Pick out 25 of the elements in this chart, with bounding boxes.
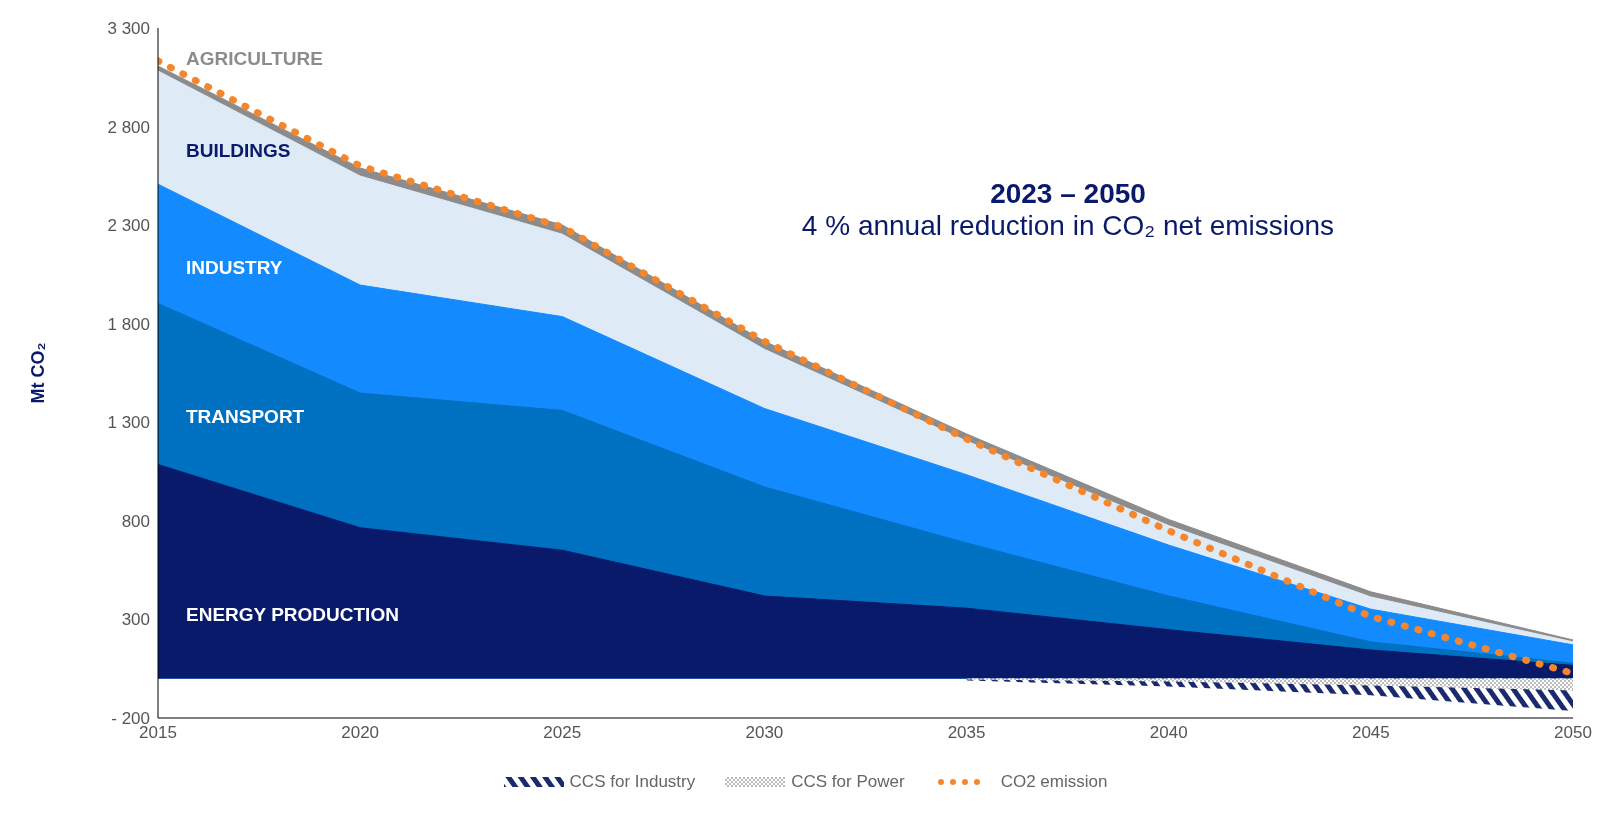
series-label: INDUSTRY <box>186 257 283 279</box>
x-tick-label: 2020 <box>341 723 380 743</box>
text: 2023 – 2050 <box>989 178 1147 210</box>
y-tick-label: 1 800 <box>107 314 150 334</box>
series-label: BUILDINGS <box>186 139 291 161</box>
y-tick-label: 800 <box>121 511 150 531</box>
y-tick-label: 2 800 <box>107 117 150 137</box>
y-axis-title: Mt CO₂ <box>28 342 49 404</box>
text: 4 % annual reduction in CO₂ net emissions <box>800 210 1336 242</box>
y-tick-label: 1 300 <box>107 413 150 433</box>
y-tick-label: 300 <box>121 610 150 630</box>
x-tick-label: 2025 <box>543 723 582 743</box>
x-tick-label: 2040 <box>1149 723 1188 743</box>
series-label: TRANSPORT <box>186 405 305 427</box>
x-tick-label: 2035 <box>947 723 986 743</box>
legend-label: CCS for Power <box>791 772 905 792</box>
series-label: AGRICULTURE <box>186 47 323 69</box>
legend-label: CCS for Industry <box>569 772 696 792</box>
x-tick-label: 2030 <box>745 723 784 743</box>
x-tick-label: 2050 <box>1554 723 1592 743</box>
x-tick-label: 2045 <box>1351 723 1390 743</box>
legend-label: CO2 emission <box>1000 772 1108 792</box>
y-tick-label: 3 300 <box>107 19 150 39</box>
y-tick-label: 2 300 <box>107 216 150 236</box>
series-label: ENERGY PRODUCTION <box>186 604 399 626</box>
